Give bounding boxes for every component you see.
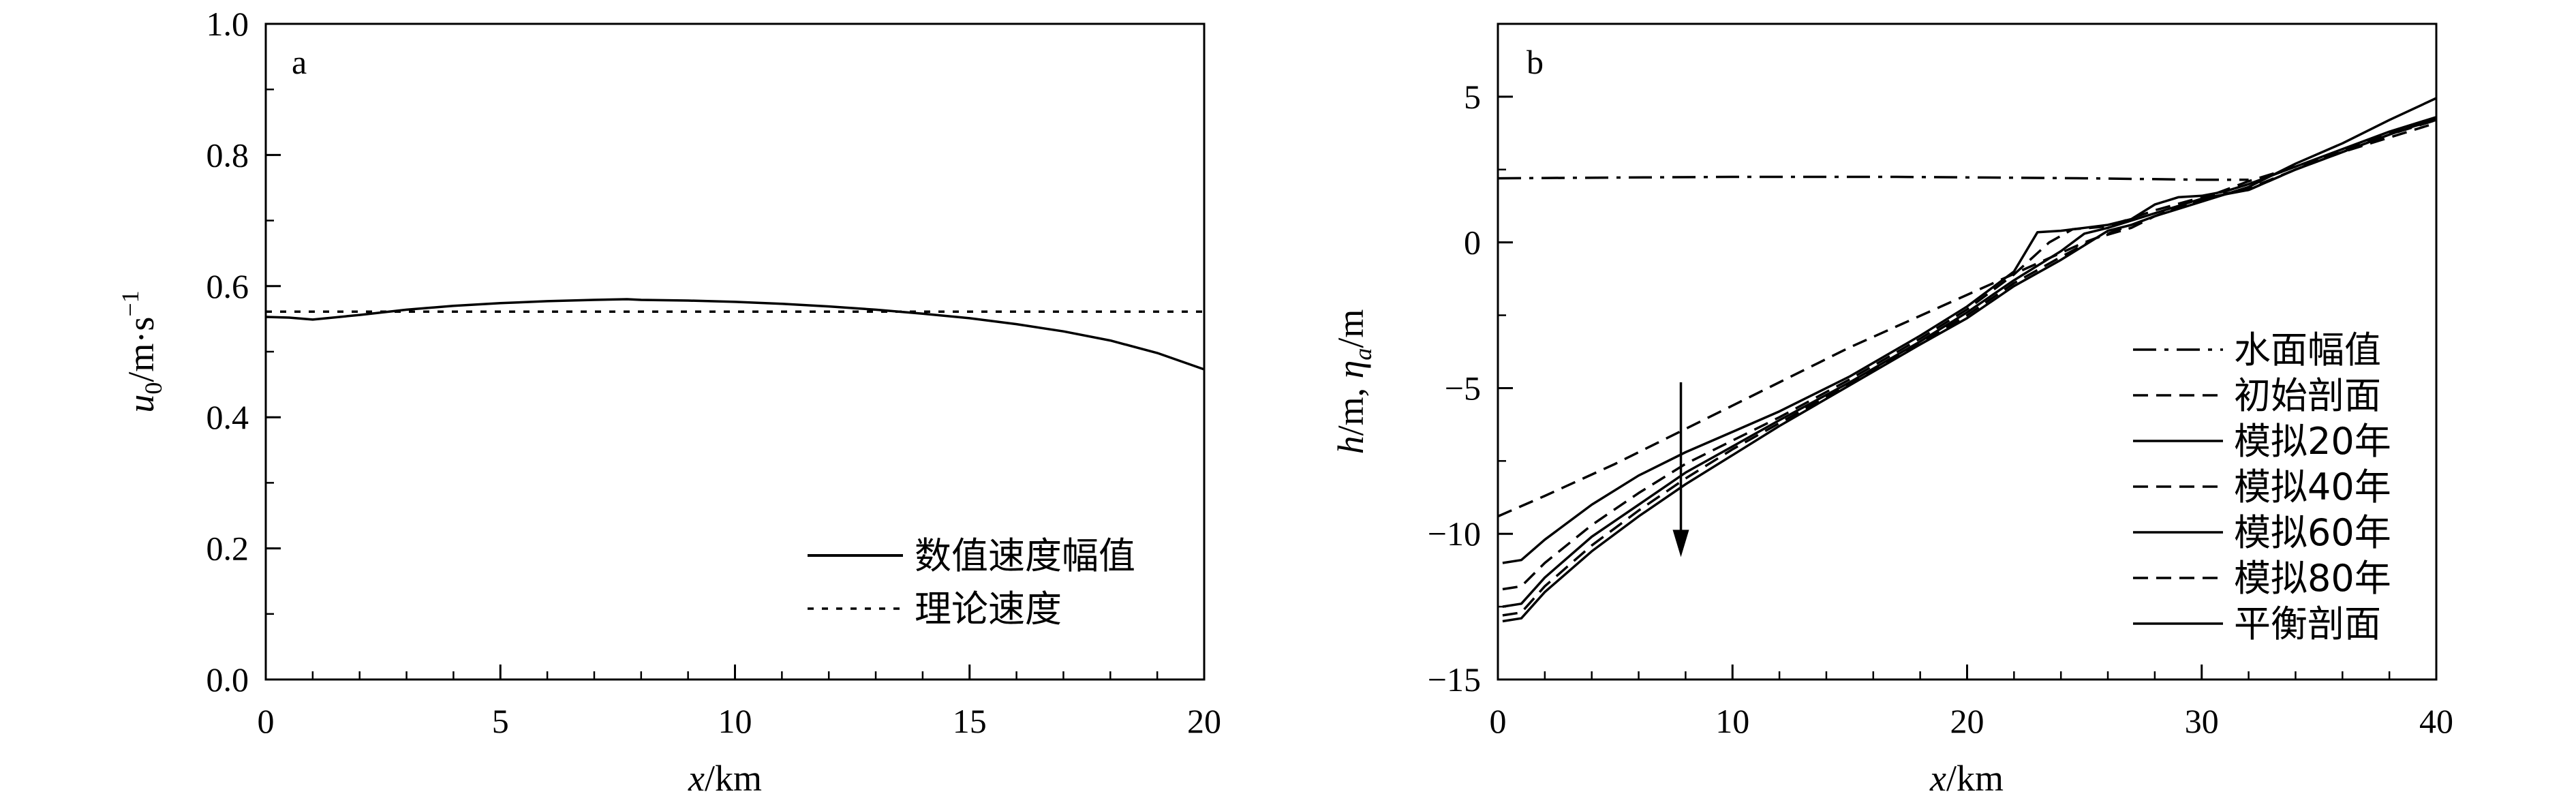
y-tick-label: −15 [1428, 660, 1481, 699]
y-tick-label: 0 [1464, 224, 1481, 262]
series-line-6 [1502, 119, 2437, 617]
legend-label: 理论速度 [915, 587, 1062, 630]
y-tick-label: 0.0 [206, 660, 249, 699]
legend-label: 模拟80年 [2234, 557, 2391, 600]
panel-b-ticks: 0 10 20 30 40 −15 −10 −5 0 5 [1428, 22, 2453, 740]
series-line-7 [1502, 97, 2437, 623]
panel-b: 0 10 20 30 40 −15 −10 −5 0 5 b x/km h/m, ηa/m 水面幅… [1330, 22, 2453, 799]
y-tick-label: 0.2 [206, 530, 249, 568]
panel-a-ticks: 0 5 10 15 20 0.0 0.2 0.4 0.6 0.8 1.0 [206, 5, 1222, 740]
panel-a-frame [264, 22, 1206, 681]
y-tick-label: 0.8 [206, 136, 249, 174]
series-line-1 [265, 298, 1205, 371]
y-tick-label: 5 [1464, 78, 1481, 116]
y-tick-label: 0.4 [206, 398, 249, 436]
panel-a-lines [265, 298, 1205, 371]
x-tick-label: 40 [2419, 702, 2453, 740]
legend-label: 模拟60年 [2234, 511, 2391, 554]
series-line-1 [1497, 175, 2249, 181]
panel-a-xlabel: x/km [688, 758, 762, 799]
x-tick-label: 0 [258, 702, 275, 740]
x-tick-label: 10 [718, 702, 752, 740]
x-tick-label: 30 [2185, 702, 2219, 740]
panel-a-ylabel: u0/m·s−1 [117, 290, 167, 412]
panel-a: 0 5 10 15 20 0.0 0.2 0.4 0.6 0.8 1.0 a x/km u0/m·s… [117, 5, 1221, 799]
legend-label: 平衡剖面 [2234, 602, 2381, 645]
x-tick-label: 10 [1715, 702, 1749, 740]
legend-label: 初始剖面 [2234, 374, 2381, 417]
panel-a-legend: 数值速度幅值 理论速度 [808, 534, 1135, 630]
x-tick-label: 5 [492, 702, 509, 740]
y-tick-label: 1.0 [206, 5, 249, 43]
legend-label: 数值速度幅值 [915, 534, 1135, 577]
panel-b-arrow [1672, 382, 1689, 558]
x-tick-label: 15 [953, 702, 987, 740]
y-tick-label: −5 [1445, 369, 1481, 407]
arrow-head [1672, 530, 1689, 558]
x-tick-label: 20 [1187, 702, 1221, 740]
panel-b-xlabel: x/km [1929, 758, 2004, 799]
x-tick-label: 20 [1950, 702, 1984, 740]
legend-label: 模拟40年 [2234, 465, 2391, 508]
panel-b-ylabel: h/m, ηa/m [1330, 309, 1377, 455]
legend-label: 水面幅值 [2234, 329, 2381, 371]
series-line-2 [1497, 121, 2437, 518]
panel-b-label: b [1527, 43, 1544, 81]
x-tick-label: 0 [1490, 702, 1507, 740]
y-tick-label: −10 [1428, 515, 1481, 553]
panel-b-lines [1497, 97, 2437, 623]
series-line-3 [1502, 116, 2437, 564]
y-tick-label: 0.6 [206, 267, 249, 305]
legend-label: 模拟20年 [2234, 420, 2391, 463]
panel-a-label: a [292, 43, 307, 81]
